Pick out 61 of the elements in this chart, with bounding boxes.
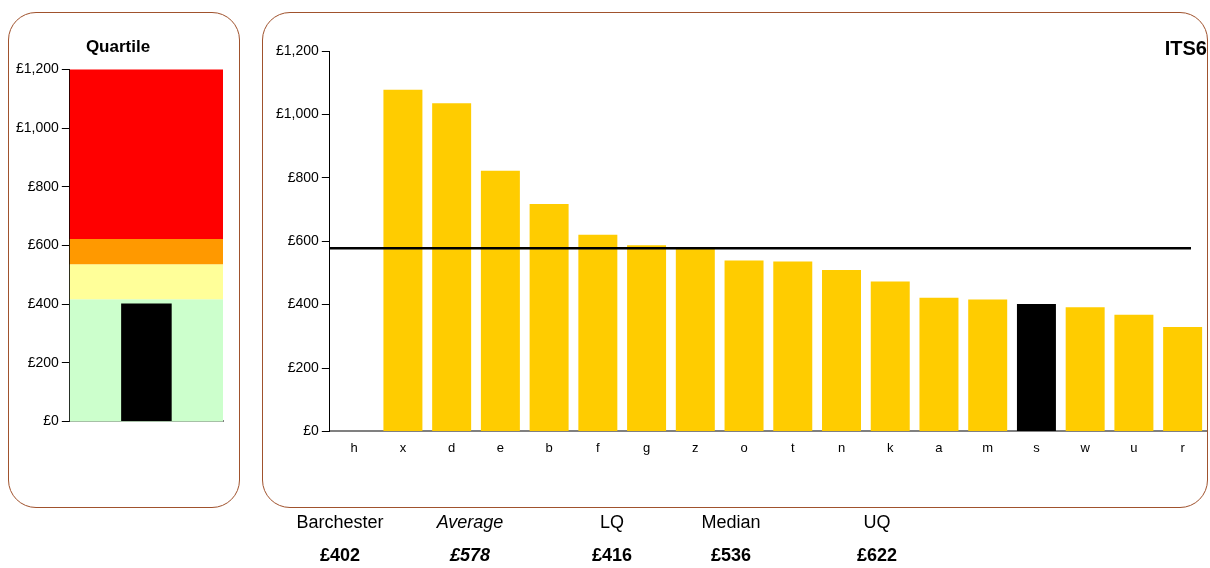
bar xyxy=(432,103,472,431)
text: LQ xyxy=(599,512,625,533)
text: £578 xyxy=(448,545,491,566)
x-tick-label: m xyxy=(982,439,994,455)
x-tick-label: b xyxy=(545,439,553,455)
y-tick-label: £1,200 xyxy=(15,60,60,77)
bar xyxy=(1114,314,1154,431)
x-tick-label: d xyxy=(448,439,456,455)
text: £536 xyxy=(709,545,752,566)
x-tick-label: w xyxy=(1079,439,1091,455)
y-tick-label: £0 xyxy=(43,412,60,429)
y-tick-label: £400 xyxy=(287,295,320,312)
x-tick-label: e xyxy=(496,439,504,455)
bar xyxy=(1163,327,1203,431)
text: £622 xyxy=(855,545,898,566)
bar xyxy=(919,297,959,431)
bar xyxy=(578,234,618,431)
bar xyxy=(383,89,423,431)
x-tick-label: g xyxy=(642,439,651,455)
y-tick-label: £0 xyxy=(303,422,320,439)
y-tick-label: £800 xyxy=(287,168,320,185)
y-tick-label: £1,000 xyxy=(15,118,60,135)
bar xyxy=(627,245,667,431)
bar xyxy=(724,260,764,431)
bar xyxy=(480,170,520,431)
y-tick-label: £600 xyxy=(287,232,320,249)
x-tick-label: a xyxy=(935,439,944,455)
bar xyxy=(1016,303,1056,431)
x-tick-label: o xyxy=(740,439,748,455)
x-tick-label: k xyxy=(886,439,894,455)
y-tick-label: £200 xyxy=(287,358,320,375)
x-tick-label: t xyxy=(790,439,795,455)
text: £402 xyxy=(318,545,361,566)
x-tick-label: h xyxy=(350,439,358,455)
chart-title: ITS6 xyxy=(1164,36,1207,59)
y-tick-label: £800 xyxy=(27,177,60,194)
bar xyxy=(773,261,813,431)
bar xyxy=(870,281,910,431)
y-tick-label: £200 xyxy=(27,353,60,370)
y-tick-label: £1,200 xyxy=(275,41,320,58)
text: Median xyxy=(700,512,762,533)
text: Barchester xyxy=(295,512,385,533)
x-tick-label: z xyxy=(692,439,699,455)
bar xyxy=(822,270,861,431)
x-tick-label: x xyxy=(399,439,407,455)
text: Average xyxy=(435,512,505,533)
y-tick-label: £600 xyxy=(27,236,60,253)
bar xyxy=(675,248,715,431)
bar xyxy=(968,299,1008,431)
chart-title: Quartile xyxy=(85,36,151,56)
text: UQ xyxy=(862,512,892,533)
x-tick-label: s xyxy=(1033,439,1041,455)
x-tick-label: r xyxy=(1180,439,1186,455)
x-tick-label: n xyxy=(837,439,846,455)
x-tick-label: u xyxy=(1130,439,1138,455)
y-tick-label: £400 xyxy=(27,294,60,311)
bar xyxy=(1065,307,1105,431)
text: £416 xyxy=(590,545,633,566)
x-tick-label: f xyxy=(596,439,601,455)
bar xyxy=(529,204,569,431)
y-tick-label: £1,000 xyxy=(275,105,320,122)
